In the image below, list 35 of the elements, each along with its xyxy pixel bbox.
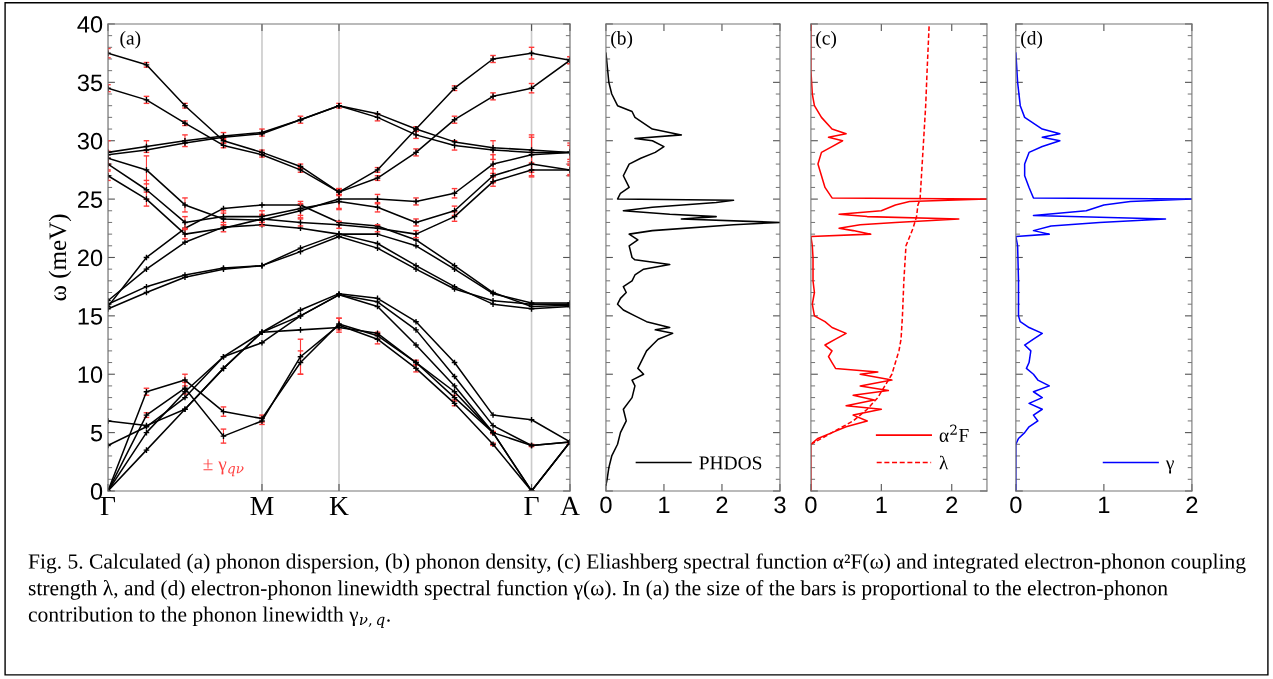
x-tick-label: A — [560, 496, 580, 516]
y-tick-label: 30 — [77, 132, 103, 150]
y-tick-label: 20 — [78, 249, 103, 267]
x-tick-label: 3 — [774, 496, 786, 514]
y-axis-title: ω (meV) — [48, 214, 72, 301]
legend-label: λ — [939, 455, 949, 470]
caption: Fig. 5. Calculated (a) phonon dispersion, (b) phonon density, (c) Eliashberg spectral function α²F(ω) and integrated electron-phonon coupling strength λ, and (d) electron-phonon linewidth spectral function γ(ω). In (a) the size of the bars is proportional to the electron-phonon contribution to the phonon linewidth γ$_{ν,q}$. — [28, 553, 1246, 629]
y-tick-label: 5 — [90, 424, 103, 442]
x-tick-label: 2 — [716, 496, 728, 513]
legend-label: α$^{2}$F — [939, 424, 969, 442]
x-tick-label: 2 — [946, 496, 958, 513]
annotation: (a) — [120, 30, 141, 49]
y-tick-label: 25 — [78, 191, 103, 208]
x-tick-label: 1 — [876, 496, 887, 513]
legend-label: γ — [1165, 460, 1174, 474]
legend-label: PHDOS — [699, 456, 762, 470]
x-tick-label: 2 — [1186, 496, 1198, 513]
x-tick-label: 0 — [600, 496, 612, 514]
x-tick-label: 1 — [659, 496, 670, 513]
annotation: ± γ$_{qν}$ — [203, 459, 244, 477]
x-tick-label: M — [250, 496, 274, 516]
x-tick-label: 0 — [1010, 496, 1022, 514]
annotation: (b) — [611, 30, 633, 49]
y-tick-label: 40 — [77, 16, 103, 33]
x-tick-label: K — [329, 496, 349, 516]
y-tick-label: 15 — [78, 308, 103, 325]
y-tick-label: 0 — [90, 483, 103, 500]
annotation: (c) — [816, 30, 837, 49]
x-tick-label: Γ — [100, 496, 116, 516]
x-tick-label: 0 — [805, 496, 817, 514]
y-tick-label: 35 — [77, 74, 103, 92]
annotation: (d) — [1021, 30, 1043, 49]
x-tick-label: Γ — [524, 496, 539, 516]
x-tick-label: 1 — [1099, 496, 1110, 513]
y-tick-label: 10 — [78, 366, 103, 384]
